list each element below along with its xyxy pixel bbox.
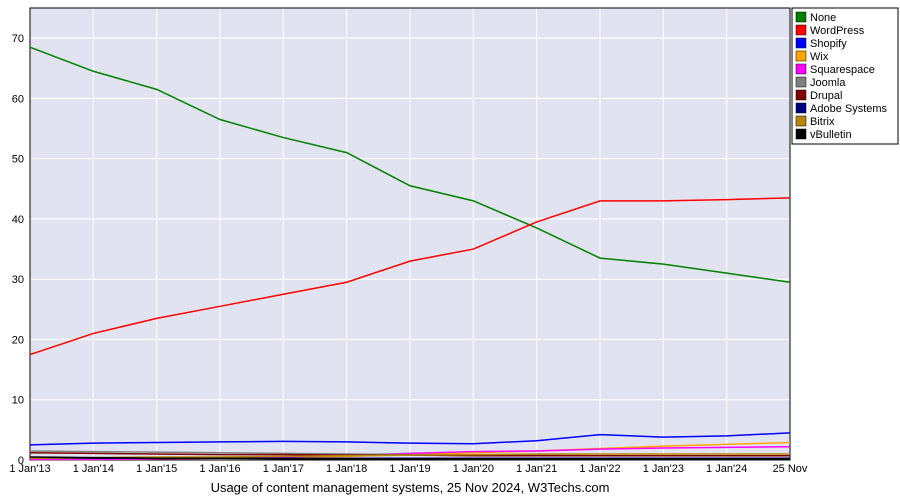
legend-label: vBulletin — [810, 129, 852, 141]
legend-label: Bitrix — [810, 116, 835, 128]
y-tick-label: 20 — [12, 334, 24, 346]
legend-swatch — [796, 90, 806, 100]
legend-swatch — [796, 129, 806, 139]
x-tick-label: 1 Jan'17 — [263, 463, 304, 475]
legend-label: Joomla — [810, 77, 846, 89]
x-tick-label: 1 Jan'21 — [516, 463, 557, 475]
legend-label: Adobe Systems — [810, 103, 888, 115]
legend-swatch — [796, 12, 806, 22]
x-tick-label: 1 Jan'20 — [453, 463, 494, 475]
y-tick-label: 30 — [12, 274, 24, 286]
x-tick-label: 1 Jan'13 — [9, 463, 50, 475]
x-tick-label: 1 Jan'16 — [199, 463, 240, 475]
x-tick-label: 1 Jan'15 — [136, 463, 177, 475]
y-tick-label: 50 — [12, 154, 24, 166]
y-tick-label: 60 — [12, 93, 24, 105]
legend-swatch — [796, 51, 806, 61]
legend-swatch — [796, 77, 806, 87]
legend-label: Wix — [810, 51, 829, 63]
legend-label: Shopify — [810, 38, 847, 50]
legend-label: WordPress — [810, 25, 865, 37]
legend-label: Squarespace — [810, 64, 875, 76]
x-tick-label: 1 Jan'19 — [389, 463, 430, 475]
legend-label: Drupal — [810, 90, 842, 102]
x-tick-label: 25 Nov — [773, 463, 808, 475]
legend-swatch — [796, 38, 806, 48]
x-tick-label: 1 Jan'24 — [706, 463, 747, 475]
x-tick-label: 1 Jan'23 — [643, 463, 684, 475]
chart-caption: Usage of content management systems, 25 … — [211, 480, 610, 495]
legend-swatch — [796, 25, 806, 35]
legend-label: None — [810, 12, 836, 24]
legend-swatch — [796, 116, 806, 126]
y-tick-label: 40 — [12, 214, 24, 226]
line-chart: 0102030405060701 Jan'131 Jan'141 Jan'151… — [0, 0, 900, 500]
legend-swatch — [796, 103, 806, 113]
chart-container: 0102030405060701 Jan'131 Jan'141 Jan'151… — [0, 0, 900, 500]
y-tick-label: 10 — [12, 395, 24, 407]
legend-swatch — [796, 64, 806, 74]
x-tick-label: 1 Jan'18 — [326, 463, 367, 475]
x-tick-label: 1 Jan'14 — [73, 463, 114, 475]
x-tick-label: 1 Jan'22 — [579, 463, 620, 475]
y-tick-label: 70 — [12, 33, 24, 45]
